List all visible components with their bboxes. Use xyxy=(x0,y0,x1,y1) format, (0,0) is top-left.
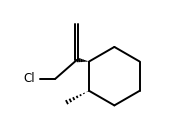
Text: Cl: Cl xyxy=(24,72,36,85)
